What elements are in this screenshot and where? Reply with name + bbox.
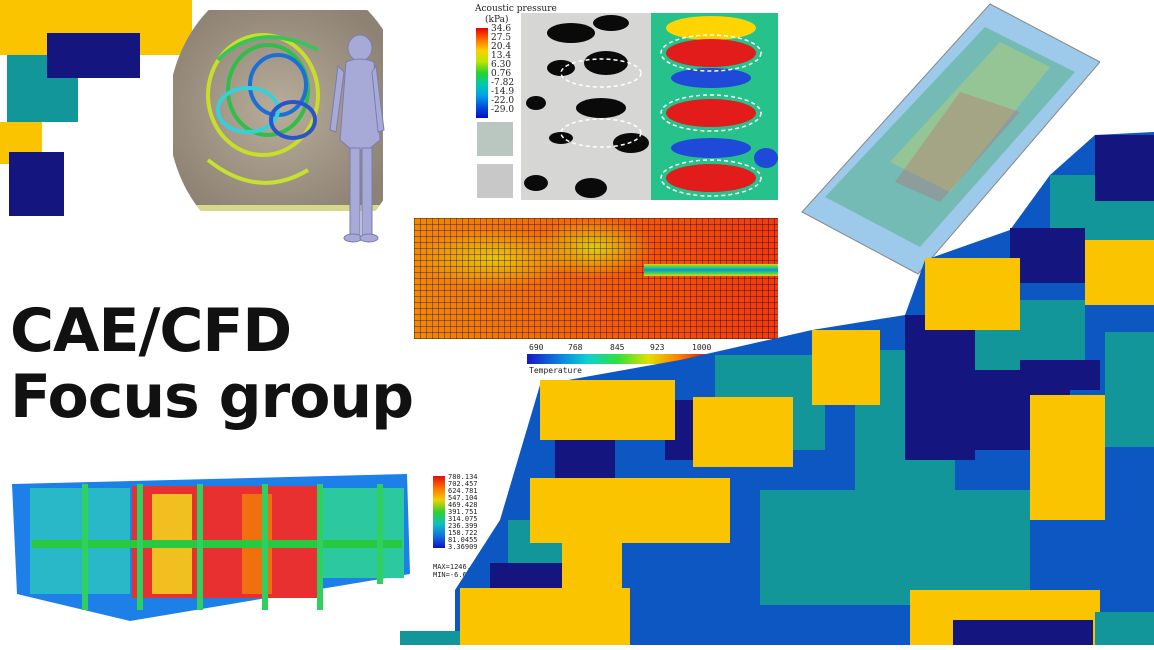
acoustic-title: Acoustic pressure <box>475 4 557 14</box>
temperature-legend: 690 768 845 923 1000 Temperature [K] <box>527 343 717 379</box>
stress-max-label: MAX=1246.13 <box>433 563 480 571</box>
temperature-unit: [K] <box>685 366 700 375</box>
vortex-simulation-image <box>168 0 398 246</box>
acoustic-unit: (kPa) <box>485 15 509 25</box>
acoustic-pressure-panel: Acoustic pressure (kPa) 34.6 27.5 20.4 1… <box>473 0 778 200</box>
temperature-tick-row: 690 768 845 923 1000 <box>529 343 712 352</box>
acoustic-colorbar <box>476 28 488 118</box>
building-stress-simulation-image <box>12 474 410 621</box>
title-line-1: CAE/CFD <box>10 296 292 366</box>
stress-ticks: 780.134 702.457 624.781 547.104 469.428 … <box>448 473 478 551</box>
temperature-mesh-image <box>414 218 778 339</box>
box-flow-simulation-image <box>801 3 1100 275</box>
temperature-jet <box>644 264 778 276</box>
stress-colorbar <box>433 476 445 548</box>
stress-legend: 780.134 702.457 624.781 547.104 469.428 … <box>433 472 503 582</box>
acoustic-thumbnail-2 <box>477 164 513 198</box>
acoustic-contour-image <box>521 13 778 200</box>
acoustic-ticks: 34.6 27.5 20.4 13.4 6.30 0.76 -7.82 -14.… <box>491 24 515 115</box>
acoustic-thumbnail-1 <box>477 122 513 156</box>
deco-navy-top-left <box>47 33 140 78</box>
deco-navy-small-left <box>9 152 64 216</box>
temperature-colorbar <box>527 354 709 364</box>
title-line-2: Focus group <box>10 362 414 432</box>
page-title: CAE/CFD Focus group <box>10 296 414 432</box>
temperature-label: Temperature <box>529 366 582 375</box>
stress-min-label: MIN=-6.64517 <box>433 571 484 579</box>
